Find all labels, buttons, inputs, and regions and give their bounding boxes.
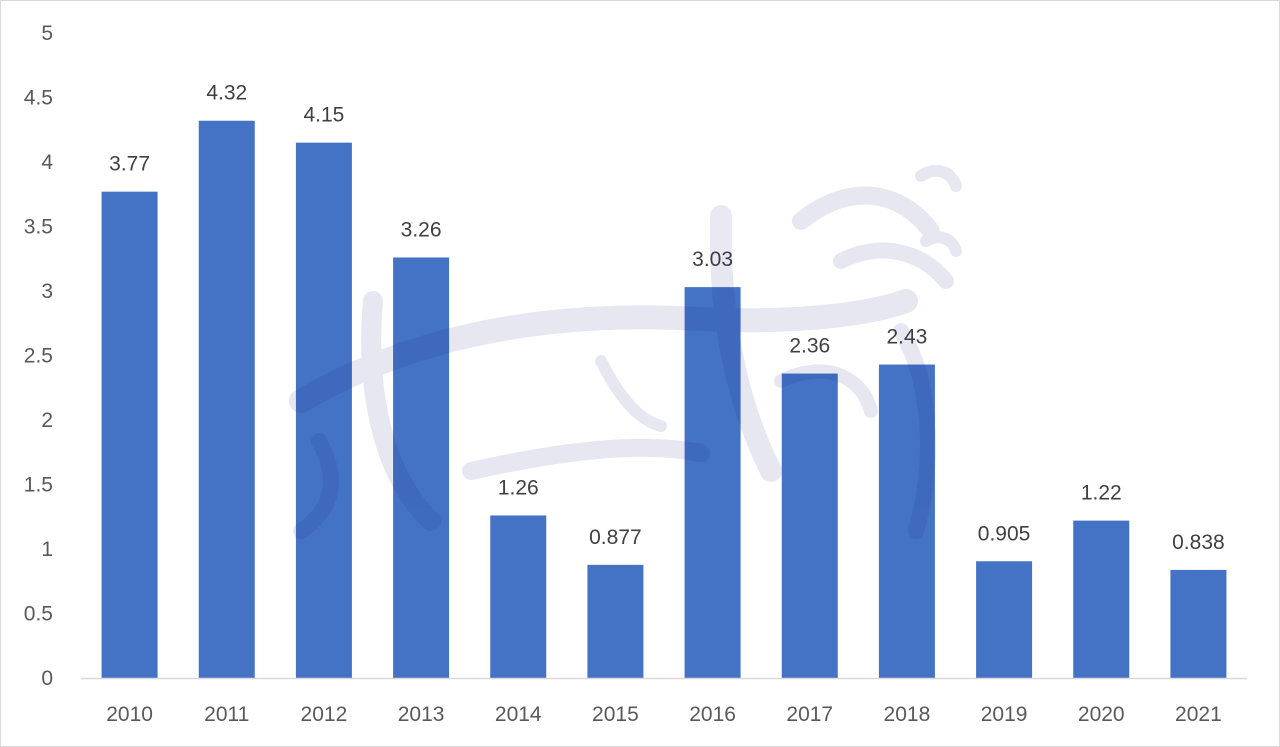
y-tick-label: 1.5	[24, 474, 53, 497]
data-label: 3.26	[401, 218, 442, 241]
x-tick-label: 2020	[1078, 703, 1125, 726]
data-label: 0.838	[1172, 531, 1225, 554]
y-tick-label: 0	[41, 667, 53, 690]
bar-2017	[781, 373, 838, 678]
data-label: 4.15	[303, 104, 344, 127]
x-tick-label: 2017	[786, 703, 833, 726]
bar-2013	[393, 257, 450, 678]
data-label: 0.877	[589, 526, 642, 549]
data-label: 4.32	[206, 82, 247, 105]
bar-2014	[490, 515, 547, 678]
bar-2015	[587, 564, 644, 678]
y-tick-label: 0.5	[24, 603, 53, 626]
bars	[101, 120, 1227, 679]
bar-2019	[976, 561, 1033, 678]
x-tick-label: 2011	[204, 703, 249, 726]
x-tick-label: 2015	[592, 703, 639, 726]
y-tick-label: 3.5	[24, 216, 53, 239]
data-label: 2.43	[886, 326, 927, 349]
x-tick-label: 2014	[495, 703, 542, 726]
data-label: 2.36	[789, 335, 830, 358]
bar-2020	[1073, 520, 1130, 678]
y-tick-label: 2.5	[24, 345, 53, 368]
y-tick-label: 4.5	[24, 87, 53, 110]
x-tick-label: 2010	[106, 703, 153, 726]
data-labels: 3.77 4.32 4.15 3.26 1.26 0.877 3.03 2.36 2.43 0.9…	[109, 82, 1225, 554]
x-tick-label: 2018	[884, 703, 931, 726]
y-axis-ticks: 0 0.5 1 1.5 2 2.5 3 3.5 4 4.5 5	[24, 22, 54, 690]
x-tick-label: 2016	[689, 703, 736, 726]
y-tick-label: 2	[41, 409, 53, 432]
x-tick-label: 2021	[1175, 703, 1222, 726]
bar-2010	[101, 191, 158, 679]
y-tick-label: 4	[41, 151, 53, 174]
bar-2011	[198, 120, 255, 679]
x-tick-label: 2012	[301, 703, 348, 726]
bar-2018	[878, 364, 935, 678]
data-label: 3.03	[692, 248, 733, 271]
data-label: 1.22	[1081, 482, 1122, 505]
x-tick-label: 2019	[981, 703, 1028, 726]
x-tick-label: 2013	[398, 703, 445, 726]
y-tick-label: 1	[41, 538, 53, 561]
y-tick-label: 3	[41, 280, 53, 303]
bar-2012	[295, 142, 352, 678]
y-tick-label: 5	[41, 22, 53, 45]
bar-2016	[684, 287, 741, 678]
data-label: 0.905	[978, 522, 1031, 545]
data-label: 1.26	[498, 476, 539, 499]
bar-2021	[1170, 569, 1227, 678]
calligraphy-logo-watermark	[289, 164, 962, 539]
data-label: 3.77	[109, 153, 150, 176]
x-axis-ticks: 2010 2011 2012 2013 2014 2015 2016 2017 2018 2019…	[106, 703, 1222, 726]
